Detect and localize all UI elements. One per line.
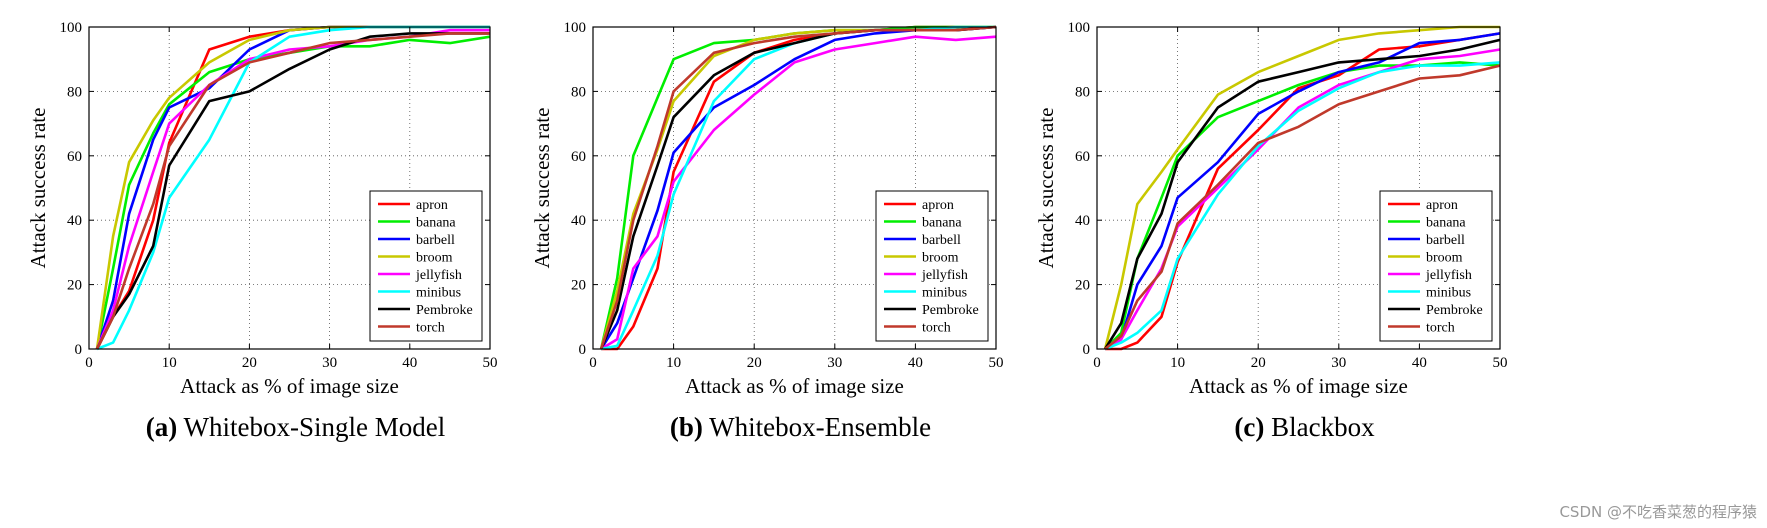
legend-label-apron: apron xyxy=(922,198,954,213)
y-tick-label: 0 xyxy=(75,342,83,358)
series-line-jellyfish xyxy=(1104,48,1501,351)
legend-box xyxy=(875,190,989,342)
legend-box xyxy=(369,190,483,342)
panel-title: Blackbox xyxy=(1264,412,1375,442)
legend-label-jellyfish: jellyfish xyxy=(921,268,968,283)
legend-label-jellyfish: jellyfish xyxy=(1425,268,1472,283)
x-axis-label: Attack as % of image size xyxy=(685,374,904,398)
legend-label-pembroke: Pembroke xyxy=(416,303,473,318)
y-tick-label: 20 xyxy=(571,278,586,294)
legend-label-broom: broom xyxy=(1426,251,1463,266)
y-tick-label: 80 xyxy=(1075,84,1090,100)
y-tick-label: 100 xyxy=(564,20,587,36)
x-tick-label: 30 xyxy=(827,355,842,371)
x-tick-label: 10 xyxy=(1170,355,1185,371)
legend-label-minibus: minibus xyxy=(1426,286,1471,301)
y-tick-label: 0 xyxy=(579,342,587,358)
y-tick-label: 60 xyxy=(571,149,586,165)
x-tick-label: 0 xyxy=(85,355,93,371)
panel-caption: (a) Whitebox-Single Model xyxy=(146,412,445,442)
legend-label-jellyfish: jellyfish xyxy=(415,268,462,283)
x-tick-label: 40 xyxy=(1412,355,1427,371)
plot-frame xyxy=(88,26,491,350)
x-tick-label: 10 xyxy=(666,355,681,371)
x-tick-label: 50 xyxy=(1493,355,1508,371)
x-tick-label: 0 xyxy=(1093,355,1101,371)
series-line-barbell xyxy=(1104,32,1501,351)
x-tick-label: 40 xyxy=(402,355,417,371)
legend-label-barbell: barbell xyxy=(922,233,961,248)
legend-box xyxy=(1379,190,1493,342)
series-line-jellyfish xyxy=(600,35,997,351)
legend-label-pembroke: Pembroke xyxy=(1426,303,1483,318)
x-tick-label: 0 xyxy=(589,355,597,371)
y-tick-label: 100 xyxy=(60,20,83,36)
x-tick-label: 20 xyxy=(242,355,257,371)
panel-caption: (c) Blackbox xyxy=(1234,412,1375,442)
legend: apron banana barbell broom jellyfish minibus P… xyxy=(369,190,483,342)
panel-caption: (b) Whitebox-Ensemble xyxy=(670,412,931,442)
x-axis-label: Attack as % of image size xyxy=(1189,374,1408,398)
legend-label-apron: apron xyxy=(416,198,448,213)
legend-label-pembroke: Pembroke xyxy=(922,303,979,318)
x-tick-label: 20 xyxy=(1251,355,1266,371)
y-tick-label: 40 xyxy=(67,213,82,229)
panel-title: Whitebox-Ensemble xyxy=(703,412,931,442)
x-tick-label: 30 xyxy=(1331,355,1346,371)
plot-frame xyxy=(592,26,997,350)
legend-label-banana: banana xyxy=(922,216,962,231)
x-tick-label: 30 xyxy=(322,355,337,371)
y-tick-label: 60 xyxy=(1075,149,1090,165)
panel-label: (b) xyxy=(670,412,703,442)
y-tick-label: 20 xyxy=(1075,278,1090,294)
watermark: CSDN @不吃香菜葱的程序猿 xyxy=(1559,503,1757,521)
y-tick-label: 60 xyxy=(67,149,82,165)
panel-title: Whitebox-Single Model xyxy=(177,412,445,442)
legend: apron banana barbell broom jellyfish minibus P… xyxy=(875,190,989,342)
series-line-torch xyxy=(95,32,490,350)
chart-panel-2: 0 10 20 30 40 50 0 20 40 60 80 100 Attack as % of im… xyxy=(530,20,1004,442)
x-axis-label: Attack as % of image size xyxy=(180,374,399,398)
legend-label-barbell: barbell xyxy=(416,233,455,248)
y-tick-label: 80 xyxy=(67,84,82,100)
y-axis-label: Attack success rate xyxy=(1034,108,1058,269)
plot-frame xyxy=(1096,26,1501,350)
chart-panel-3: 0 10 20 30 40 50 0 20 40 60 80 100 Attack as % of im… xyxy=(1034,20,1508,442)
series-line-pembroke xyxy=(1103,38,1501,350)
series-line-pembroke xyxy=(95,32,490,350)
panel-label: (a) xyxy=(146,412,177,442)
legend-label-broom: broom xyxy=(922,251,959,266)
legend-label-banana: banana xyxy=(416,216,456,231)
chart-panel-1: 0 10 20 30 40 50 0 20 40 60 80 100 Attack as % of im… xyxy=(26,20,498,442)
y-tick-label: 80 xyxy=(571,84,586,100)
legend-label-minibus: minibus xyxy=(416,286,461,301)
series-line-minibus xyxy=(1104,61,1501,351)
legend-label-apron: apron xyxy=(1426,198,1458,213)
legend-label-barbell: barbell xyxy=(1426,233,1465,248)
x-tick-label: 10 xyxy=(162,355,177,371)
x-tick-label: 50 xyxy=(989,355,1004,371)
series-line-torch xyxy=(1104,64,1501,351)
y-tick-label: 0 xyxy=(1083,342,1091,358)
legend-label-torch: torch xyxy=(922,321,951,336)
y-axis-label: Attack success rate xyxy=(530,108,554,269)
legend-label-broom: broom xyxy=(416,251,453,266)
y-tick-label: 40 xyxy=(1075,213,1090,229)
x-tick-label: 20 xyxy=(747,355,762,371)
series-line-apron xyxy=(1105,32,1501,351)
y-tick-label: 20 xyxy=(67,278,82,294)
y-tick-label: 40 xyxy=(571,213,586,229)
panel-label: (c) xyxy=(1234,412,1264,442)
y-axis-label: Attack success rate xyxy=(26,108,50,269)
x-tick-label: 50 xyxy=(483,355,498,371)
x-tick-label: 40 xyxy=(908,355,923,371)
legend-label-banana: banana xyxy=(1426,216,1466,231)
legend-label-torch: torch xyxy=(416,321,445,336)
legend-label-minibus: minibus xyxy=(922,286,967,301)
legend-label-torch: torch xyxy=(1426,321,1455,336)
y-tick-label: 100 xyxy=(1068,20,1091,36)
legend: apron banana barbell broom jellyfish minibus P… xyxy=(1379,190,1493,342)
